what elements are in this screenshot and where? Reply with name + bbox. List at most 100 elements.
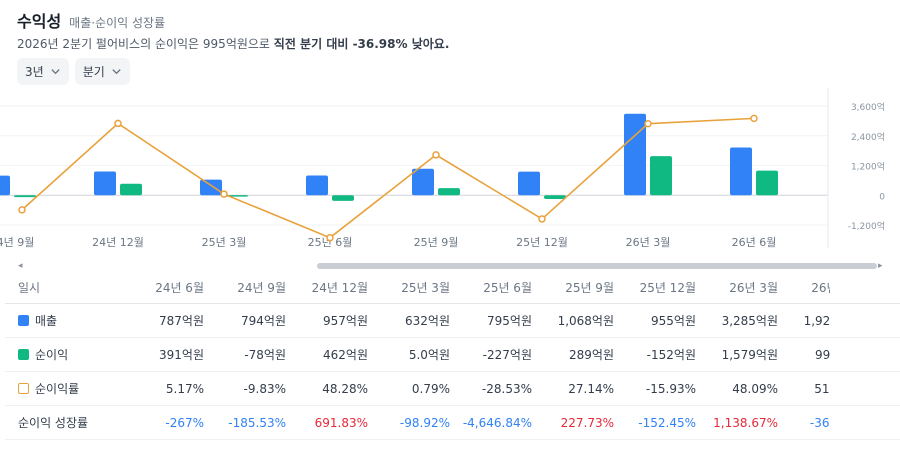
table-cell: 24년 6월 [155,281,204,295]
section-header: 수익성 매출·순이익 성장률 [17,8,165,32]
scroll-fade [132,372,146,405]
table-cell: -185.53% [228,415,286,430]
table-cell: -267% [165,415,204,430]
net-income-bar [120,183,142,196]
table-cell: 25년 9월 [565,281,614,295]
table-cell: 48.09% [732,381,778,396]
y-tick-label: 0 [879,192,885,202]
table-row: 순이익 391억원 -78억원 462억원 5.0억원 -227억원 289억원 -152억원… [5,338,900,372]
table-cell: 691.83% [314,415,368,430]
revenue-bar [624,113,646,196]
scroll-thumb[interactable] [317,263,877,269]
y-tick-label: 2,400억 [851,131,885,143]
period-dropdown[interactable]: 3년 [17,58,69,85]
y-tick-label: -1,200억 [848,220,885,232]
table-cell: -36.98% [809,415,830,430]
x-tick-label: 24년 12월 [92,236,144,249]
row-label: 매출 [18,304,57,337]
table-cell: 51.68% [814,381,830,396]
table-cell: 26년 6월 [811,281,830,295]
table-cell: 0.79% [411,381,450,396]
table-cell: 227.73% [560,415,614,430]
chart-scrollbar[interactable]: ◂ ▸ [0,260,900,272]
period-dropdown-label: 3년 [25,65,44,79]
unit-dropdown[interactable]: 분기 [74,58,130,85]
table-cell: 955억원 [651,314,696,328]
margin-point [220,190,228,198]
table-cell: 957억원 [323,314,368,328]
profitability-chart: 3,600억 2,400억 1,200억 0 -1,200억 24년 9월 24년 12월 2… [0,88,900,258]
x-tick-label: 24년 9월 [0,236,34,249]
table-cell: -152.45% [638,415,696,430]
scroll-left-icon[interactable]: ◂ [18,261,23,271]
row-label: 순이익 [18,338,68,371]
x-tick-label: 25년 3월 [202,236,247,249]
table-cell: 24년 9월 [237,281,286,295]
table-cell: 462억원 [323,348,368,362]
x-tick-label: 26년 3월 [626,236,671,249]
table-cell: 1,579억원 [721,348,778,362]
table-cell: 632억원 [405,314,450,328]
summary-prefix: 2026년 2분기 펄어비스의 순이익은 995억원으로 [17,37,274,51]
revenue-bar [412,168,434,196]
table-cell: 391억원 [159,348,204,362]
financial-table: 일시 24년 6월 24년 9월 24년 12월 25년 3월 25년 6월 25년 9월 2… [5,272,900,440]
margin-point [538,215,546,223]
row-label-text: 순이익 [35,348,69,362]
table-cell: 26년 3월 [729,281,778,295]
summary-text: 2026년 2분기 펄어비스의 순이익은 995억원으로 직전 분기 대비 -3… [17,35,449,52]
row-label-text: 매출 [35,314,58,328]
chevron-down-icon [51,69,60,75]
table-cell: 25년 3월 [401,281,450,295]
filter-bar: 3년 분기 [17,58,130,85]
table-cell: 795억원 [487,314,532,328]
net-income-bar [14,195,36,198]
row-label-text: 순이익률 [35,382,80,396]
net-income-bar [544,195,566,200]
row-cells: 391억원 -78억원 462억원 5.0억원 -227억원 289억원 -152억원 1,5… [132,338,830,371]
table-cell: 5.17% [165,381,204,396]
margin-point [18,206,26,214]
net-income-swatch-icon [18,349,29,360]
scroll-fade [132,272,146,303]
net-income-bar [438,188,460,196]
row-label-text: 순이익 성장률 [18,416,89,430]
margin-point [114,119,122,128]
margin-line [21,117,755,239]
row-cells: -267% -185.53% 691.83% -98.92% -4,646.84% 227… [132,406,830,439]
header-label: 일시 [18,281,41,295]
y-tick-label: 1,200억 [851,161,885,173]
revenue-bar [0,175,10,196]
table-cell: -152억원 [646,348,696,362]
margin-point [644,119,652,128]
table-cell: -78억원 [244,348,286,362]
revenue-bar [94,171,116,196]
row-label: 순이익 성장률 [18,406,88,439]
table-cell: -227억원 [482,348,532,362]
margin-point [750,114,758,123]
row-cells: 787억원 794억원 957억원 632억원 795억원 1,068억원 955억원 3,2… [132,304,830,337]
table-cell: 794억원 [241,314,286,328]
table-cell: 1,068억원 [557,314,614,328]
table-cell: 1,138.67% [713,415,778,430]
x-tick-label: 25년 12월 [516,236,568,249]
table-cell: -9.83% [243,381,286,396]
margin-point [326,233,334,242]
table-cell: 48.28% [322,381,368,396]
scroll-right-icon[interactable]: ▸ [878,261,883,271]
table-cell: 787억원 [159,314,204,328]
margin-point [432,151,440,159]
row-label: 순이익률 [18,372,79,405]
section-title: 수익성 [17,12,62,31]
table-cell: 1,926억원 [803,314,830,328]
table-cell: 3,285억원 [721,314,778,328]
revenue-bar [306,175,328,196]
net-income-bar [332,195,354,201]
table-cell: 995억원 [815,348,830,362]
table-cell: 289억원 [569,348,614,362]
x-tick-label: 25년 6월 [308,236,353,249]
net-income-bar [650,156,672,196]
section-subtitle: 매출·순이익 성장률 [69,16,166,30]
chart-svg: 3,600억 2,400억 1,200억 0 -1,200억 24년 9월 24년 12월 2… [0,88,885,249]
x-tick-label: 25년 9월 [414,236,459,249]
